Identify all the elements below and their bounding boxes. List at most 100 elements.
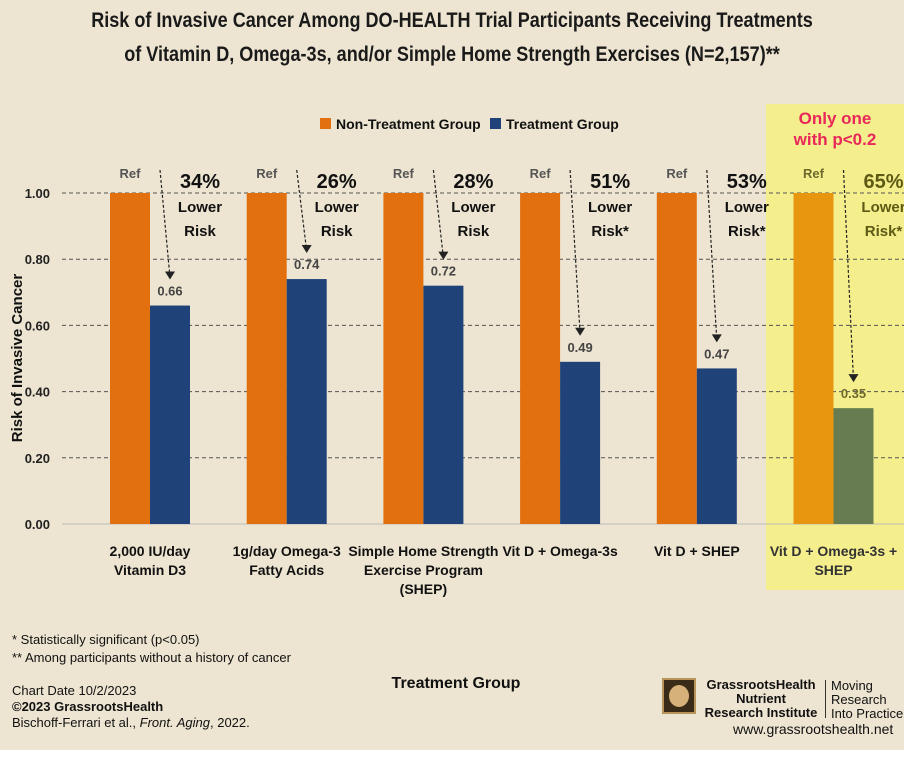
- website-url: www.grassrootshealth.net: [733, 721, 894, 737]
- legend-label-treatment: Treatment Group: [506, 116, 619, 132]
- arrow-head-icon: [165, 271, 175, 280]
- bar-treatment: [150, 305, 190, 524]
- tagline-line1: Moving: [831, 678, 873, 693]
- logo-divider: [825, 680, 826, 718]
- reduction-percent: 28%: [453, 171, 493, 193]
- bar-non-treatment: [793, 193, 834, 524]
- citation: Bischoff-Ferrari et al., Front. Aging, 2…: [12, 715, 250, 730]
- bar-non-treatment: [520, 193, 561, 524]
- arrow-head-icon: [438, 251, 449, 260]
- arrow-line: [706, 169, 718, 341]
- y-tick-label: 0.80: [25, 252, 50, 267]
- logo-org-name: GrassrootsHealth Nutrient Research Insti…: [700, 678, 822, 720]
- x-axis-label: Treatment Group: [392, 675, 521, 692]
- reduction-percent: 65%: [863, 171, 903, 193]
- citation-journal: Front. Aging: [139, 715, 210, 730]
- ref-label: Ref: [666, 166, 688, 181]
- reduction-text-line1: Lower: [861, 199, 904, 216]
- population-note: ** Among participants without a history …: [12, 650, 291, 665]
- arrow-line: [569, 169, 581, 334]
- chart-plot: Only one with p<0.2 0.00 0.20 0.40 0.60 0.80 1.…: [9, 104, 904, 692]
- y-tick-label: 0.40: [25, 385, 50, 400]
- arrow-line: [296, 169, 308, 252]
- chart-title-line2: of Vitamin D, Omega-3s, and/or Simple Ho…: [124, 43, 780, 66]
- arrow-head-icon: [848, 374, 859, 383]
- ref-label: Ref: [256, 166, 278, 181]
- vitruvian-logo-icon: [662, 678, 696, 714]
- x-tick-label: 1g/day Omega-3: [233, 543, 341, 559]
- reduction-percent: 53%: [727, 171, 767, 193]
- y-tick-label: 0.20: [25, 451, 50, 466]
- arrow-head-icon: [301, 245, 312, 254]
- logo-line1: GrassrootsHealth: [706, 677, 816, 692]
- chart-date: Chart Date 10/2/2023: [12, 683, 137, 698]
- reduction-text-line1: Lower: [315, 199, 359, 216]
- legend-swatch-treatment: [490, 118, 501, 129]
- bar-treatment: [833, 408, 874, 524]
- highlight-text-line2: with p<0.2: [793, 130, 877, 149]
- y-tick-label: 0.60: [25, 318, 50, 333]
- reduction-text-line2: Risk*: [865, 223, 903, 240]
- y-axis-label: Risk of Invasive Cancer: [9, 274, 26, 443]
- arrow-line: [432, 169, 444, 258]
- ref-label: Ref: [393, 166, 415, 181]
- logo-line2: Nutrient: [736, 691, 786, 706]
- bar-non-treatment: [383, 193, 424, 524]
- citation-authors: Bischoff-Ferrari et al.,: [12, 715, 140, 730]
- chart-title-line1: Risk of Invasive Cancer Among DO-HEALTH …: [91, 9, 813, 32]
- bar-treatment: [560, 361, 601, 524]
- bar-non-treatment: [110, 193, 150, 524]
- legend-swatch-non-treatment: [320, 118, 331, 129]
- value-label: 0.72: [431, 264, 456, 279]
- bar-treatment: [423, 285, 464, 524]
- tagline-line2: Research: [831, 692, 887, 707]
- reduction-text-line2: Risk: [184, 223, 216, 240]
- reduction-percent: 51%: [590, 171, 630, 193]
- x-tick-label: SHEP: [814, 562, 852, 578]
- y-tick-label: 0.00: [25, 517, 50, 532]
- logo-tagline: Moving Research Into Practice: [831, 679, 903, 721]
- bar-treatment: [286, 279, 327, 524]
- reduction-text-line2: Risk*: [591, 223, 629, 240]
- significance-note: * Statistically significant (p<0.05): [12, 632, 200, 647]
- reduction-text-line2: Risk: [321, 223, 353, 240]
- tagline-line3: Into Practice: [831, 706, 904, 721]
- x-tick-label: (SHEP): [400, 581, 447, 597]
- value-label: 0.66: [157, 284, 182, 299]
- y-tick-label: 1.00: [25, 186, 50, 201]
- highlight-text-line1: Only one: [799, 109, 872, 128]
- arrow-line: [842, 169, 855, 381]
- copyright: ©2023 GrassrootsHealth: [12, 699, 164, 714]
- x-tick-label: Exercise Program: [364, 562, 483, 578]
- reduction-text-line1: Lower: [725, 199, 769, 216]
- arrow-head-icon: [711, 334, 722, 343]
- arrow-line: [159, 169, 171, 278]
- x-tick-label: Simple Home Strength: [348, 543, 498, 559]
- value-label: 0.47: [704, 346, 729, 361]
- reduction-text-line2: Risk*: [728, 223, 766, 240]
- logo-line3: Research Institute: [704, 705, 818, 720]
- x-tick-label: Fatty Acids: [249, 562, 324, 578]
- x-tick-label: Vit D + SHEP: [654, 543, 740, 559]
- value-label: 0.74: [294, 257, 320, 272]
- x-tick-label: Vit D + Omega-3s: [502, 543, 618, 559]
- x-tick-label: Vitamin D3: [114, 562, 186, 578]
- x-tick-label: 2,000 IU/day: [110, 543, 191, 559]
- bar-treatment: [696, 368, 737, 524]
- value-label: 0.35: [841, 386, 866, 401]
- reduction-percent: 26%: [317, 171, 357, 193]
- ref-label: Ref: [803, 166, 825, 181]
- reduction-text-line1: Lower: [588, 199, 632, 216]
- bar-non-treatment: [656, 193, 697, 524]
- reduction-text-line2: Risk: [458, 223, 490, 240]
- reduction-text-line1: Lower: [178, 199, 222, 216]
- reduction-text-line1: Lower: [451, 199, 495, 216]
- x-tick-label: Vit D + Omega-3s +: [770, 543, 897, 559]
- value-label: 0.49: [567, 340, 592, 355]
- legend-label-non-treatment: Non-Treatment Group: [336, 116, 481, 132]
- ref-label: Ref: [120, 166, 142, 181]
- arrow-head-icon: [575, 327, 586, 336]
- bar-non-treatment: [246, 193, 287, 524]
- ref-label: Ref: [530, 166, 552, 181]
- reduction-percent: 34%: [180, 171, 220, 193]
